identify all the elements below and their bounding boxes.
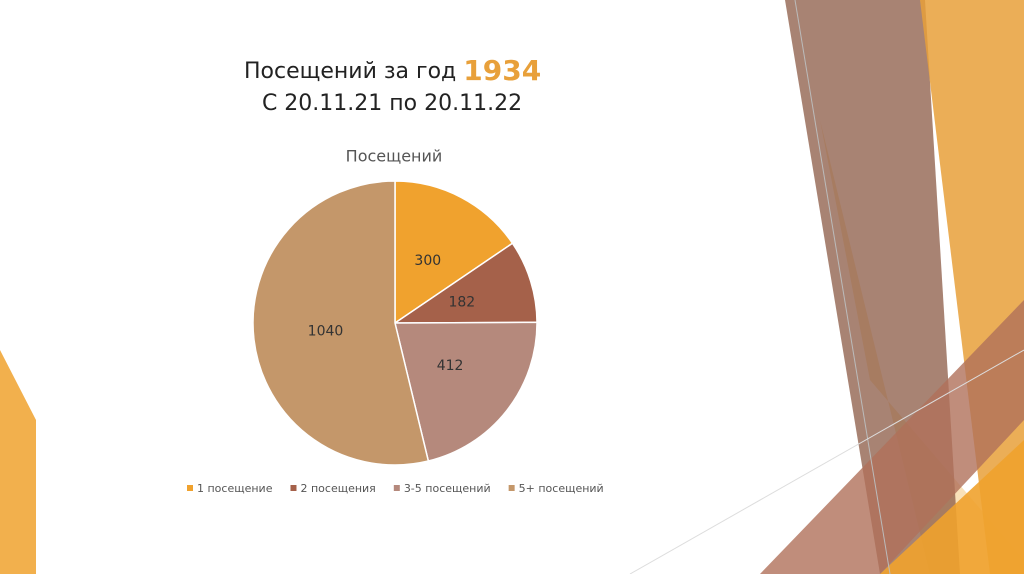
chart-title: Посещений (346, 147, 443, 166)
data-label: 182 (448, 294, 475, 310)
legend-swatch (393, 485, 400, 491)
pie-slice (252, 180, 430, 466)
title-highlight: 1934 (463, 54, 541, 87)
data-label: 1040 (308, 323, 344, 339)
legend-label: 2 посещения (300, 482, 375, 495)
data-label: 300 (414, 253, 441, 269)
pie-slice (392, 242, 538, 324)
legend-swatch (187, 485, 193, 491)
legend-swatch (290, 485, 297, 491)
slide-subtitle: С 20.11.21 по 20.11.22 (262, 91, 522, 116)
legend-label: 5+ посещений (519, 482, 604, 495)
legend-label: 1 посещение (197, 482, 273, 495)
slide-title: Посещений за год 1934 (244, 54, 541, 87)
pie-slice (394, 321, 538, 462)
data-label: 412 (437, 358, 464, 374)
legend-swatch (508, 485, 515, 491)
legend-label: 3-5 посещений (404, 482, 491, 495)
pie-slice (394, 180, 514, 325)
title-text: Посещений за год (244, 59, 456, 84)
